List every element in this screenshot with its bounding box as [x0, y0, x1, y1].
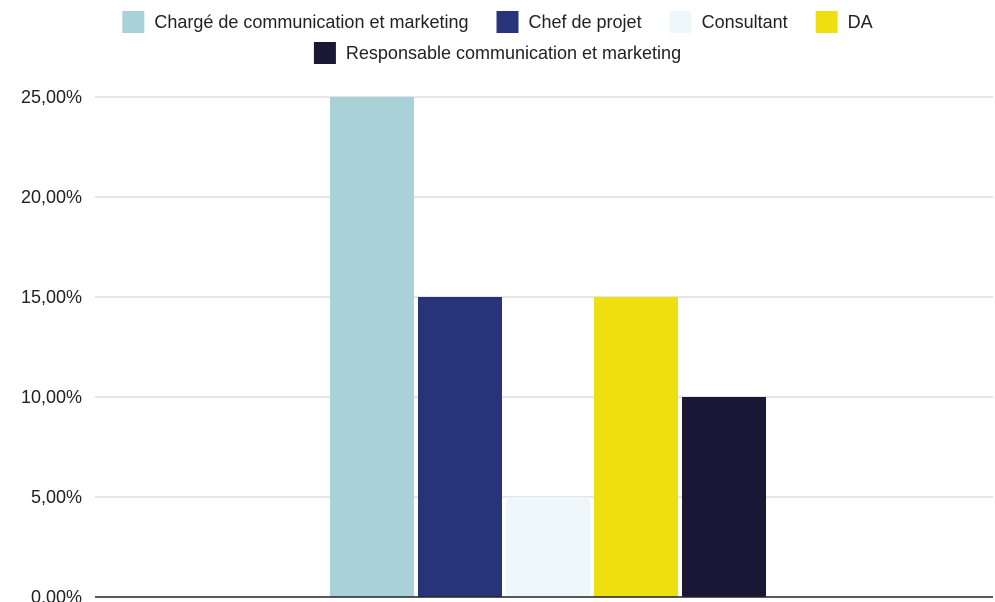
legend-label: DA: [848, 12, 873, 32]
y-tick-label: 20,00%: [21, 187, 82, 207]
legend-label: Chargé de communication et marketing: [154, 12, 468, 32]
legend-swatch: [815, 11, 838, 33]
legend: Chargé de communication et marketing Chef…: [122, 11, 873, 64]
bar-2: [418, 297, 502, 597]
bar-1: [330, 97, 414, 597]
y-tick-label: 15,00%: [21, 287, 82, 307]
legend-label: Responsable communication et marketing: [346, 43, 681, 63]
legend-swatch: [496, 11, 519, 33]
legend-swatch: [122, 11, 145, 33]
bar-5: [682, 397, 766, 597]
y-axis-ticks: 0,00% 5,00% 10,00% 15,00% 20,00% 25,00%: [21, 87, 82, 602]
bar-4: [594, 297, 678, 597]
legend-swatch: [313, 42, 336, 64]
bars: [330, 97, 766, 597]
bar-3: [506, 497, 590, 597]
y-tick-label: 10,00%: [21, 387, 82, 407]
legend-label: Consultant: [702, 12, 788, 32]
gridlines: [95, 96, 993, 498]
y-tick-label: 25,00%: [21, 87, 82, 107]
legend-label: Chef de projet: [529, 12, 642, 32]
y-tick-label: 5,00%: [31, 487, 82, 507]
y-tick-label: 0,00%: [31, 587, 82, 602]
legend-swatch: [669, 11, 692, 33]
